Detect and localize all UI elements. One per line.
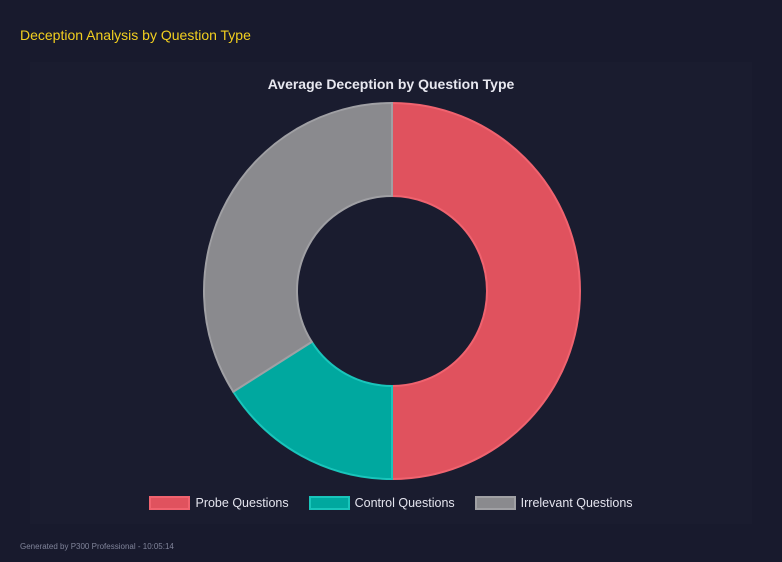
legend-item-probe[interactable]: Probe Questions (149, 496, 289, 510)
legend-label: Irrelevant Questions (520, 496, 633, 510)
legend-swatch (149, 496, 191, 510)
chart-title: Average Deception by Question Type (267, 76, 515, 92)
footer-text: Generated by P300 Professional - 10:05:1… (20, 542, 174, 551)
legend-label: Probe Questions (195, 496, 289, 510)
legend-item-irrelevant[interactable]: Irrelevant Questions (474, 496, 633, 510)
donut-slice-irrelevant-questions[interactable] (203, 101, 393, 394)
page-heading: Deception Analysis by Question Type (20, 27, 251, 43)
legend-label: Control Questions (354, 496, 455, 510)
legend-swatch (308, 496, 350, 510)
legend-swatch (474, 496, 516, 510)
donut-slice-control-questions[interactable] (231, 340, 393, 481)
chart-legend: Probe Questions Control Questions Irrele… (0, 496, 782, 510)
donut-slice-probe-questions[interactable] (391, 101, 581, 481)
legend-item-control[interactable]: Control Questions (308, 496, 455, 510)
